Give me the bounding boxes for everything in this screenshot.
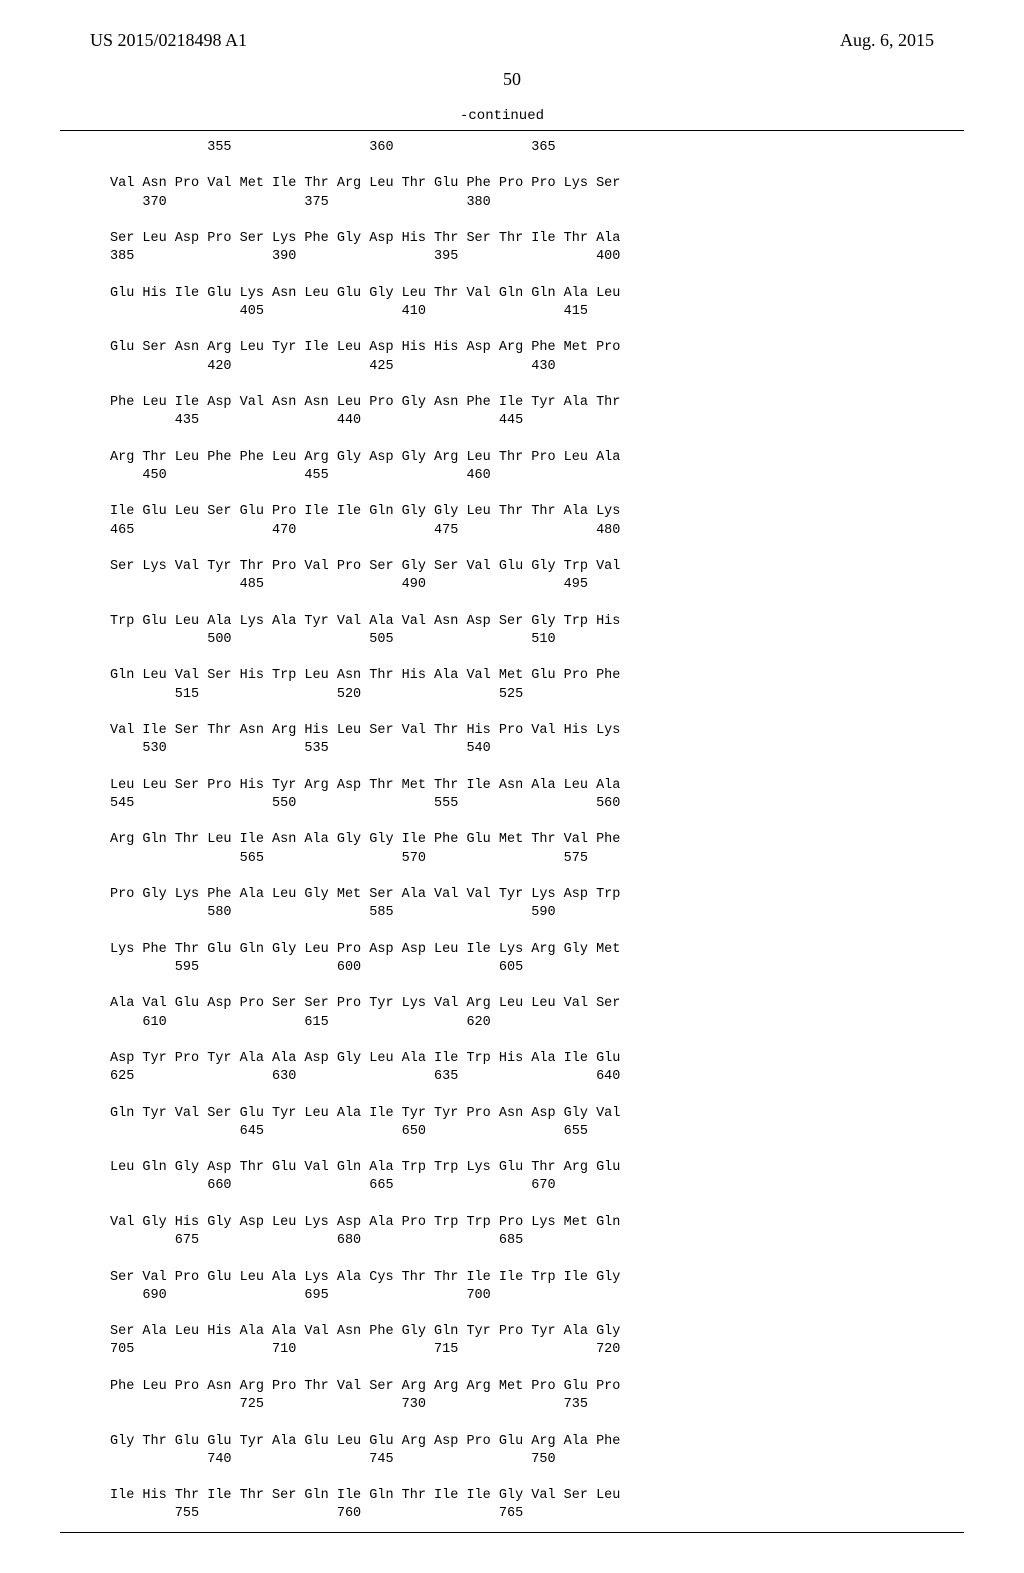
page-container: US 2015/0218498 A1 Aug. 6, 2015 50 -cont…	[0, 0, 1024, 1573]
publication-number: US 2015/0218498 A1	[90, 30, 247, 51]
page-number: 50	[60, 69, 964, 90]
page-header: US 2015/0218498 A1 Aug. 6, 2015	[90, 30, 934, 51]
continued-label: -continued	[60, 108, 944, 124]
sequence-listing: 355 360 365 Val Asn Pro Val Met Ile Thr …	[110, 139, 964, 1524]
bottom-rule	[60, 1532, 964, 1533]
top-rule	[60, 130, 964, 131]
publication-date: Aug. 6, 2015	[840, 30, 934, 51]
